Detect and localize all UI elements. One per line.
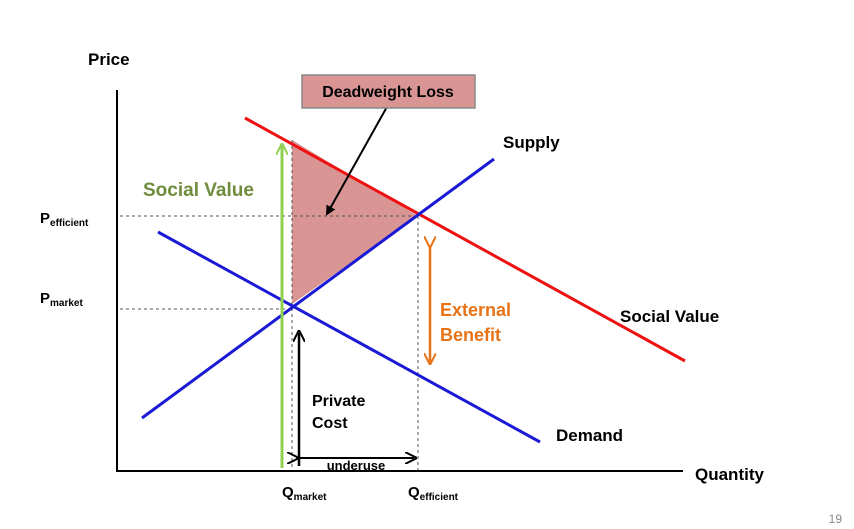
slide-number: 19 bbox=[829, 512, 843, 526]
deadweight-loss-area bbox=[292, 140, 418, 304]
deadweight-loss-label: Deadweight Loss bbox=[322, 84, 454, 101]
external-benefit-label-1: External bbox=[440, 300, 511, 320]
demand-curve bbox=[157, 230, 541, 444]
p-efficient-label: Pefficient bbox=[40, 210, 89, 229]
p-market-label: Pmarket bbox=[40, 290, 83, 309]
demand-label: Demand bbox=[556, 426, 623, 445]
q-market-label: Qmarket bbox=[282, 484, 327, 503]
social-value-arrow-label: Social Value bbox=[143, 180, 254, 201]
y-axis-title: Price bbox=[88, 50, 130, 69]
x-axis-title: Quantity bbox=[695, 465, 764, 484]
social-value-curve-label: Social Value bbox=[620, 307, 719, 326]
deadweight-loss-box bbox=[301, 74, 476, 109]
deadweight-loss-pointer bbox=[326, 104, 389, 216]
private-cost-label-2: Cost bbox=[312, 415, 348, 432]
private-cost-label-1: Private bbox=[312, 393, 365, 410]
external-benefit-label-2: Benefit bbox=[440, 325, 501, 345]
underuse-label: underuse bbox=[327, 458, 386, 473]
supply-curve bbox=[141, 157, 495, 420]
social-value-curve bbox=[244, 116, 686, 363]
supply-label: Supply bbox=[503, 133, 560, 152]
q-efficient-label: Qefficient bbox=[408, 484, 459, 503]
